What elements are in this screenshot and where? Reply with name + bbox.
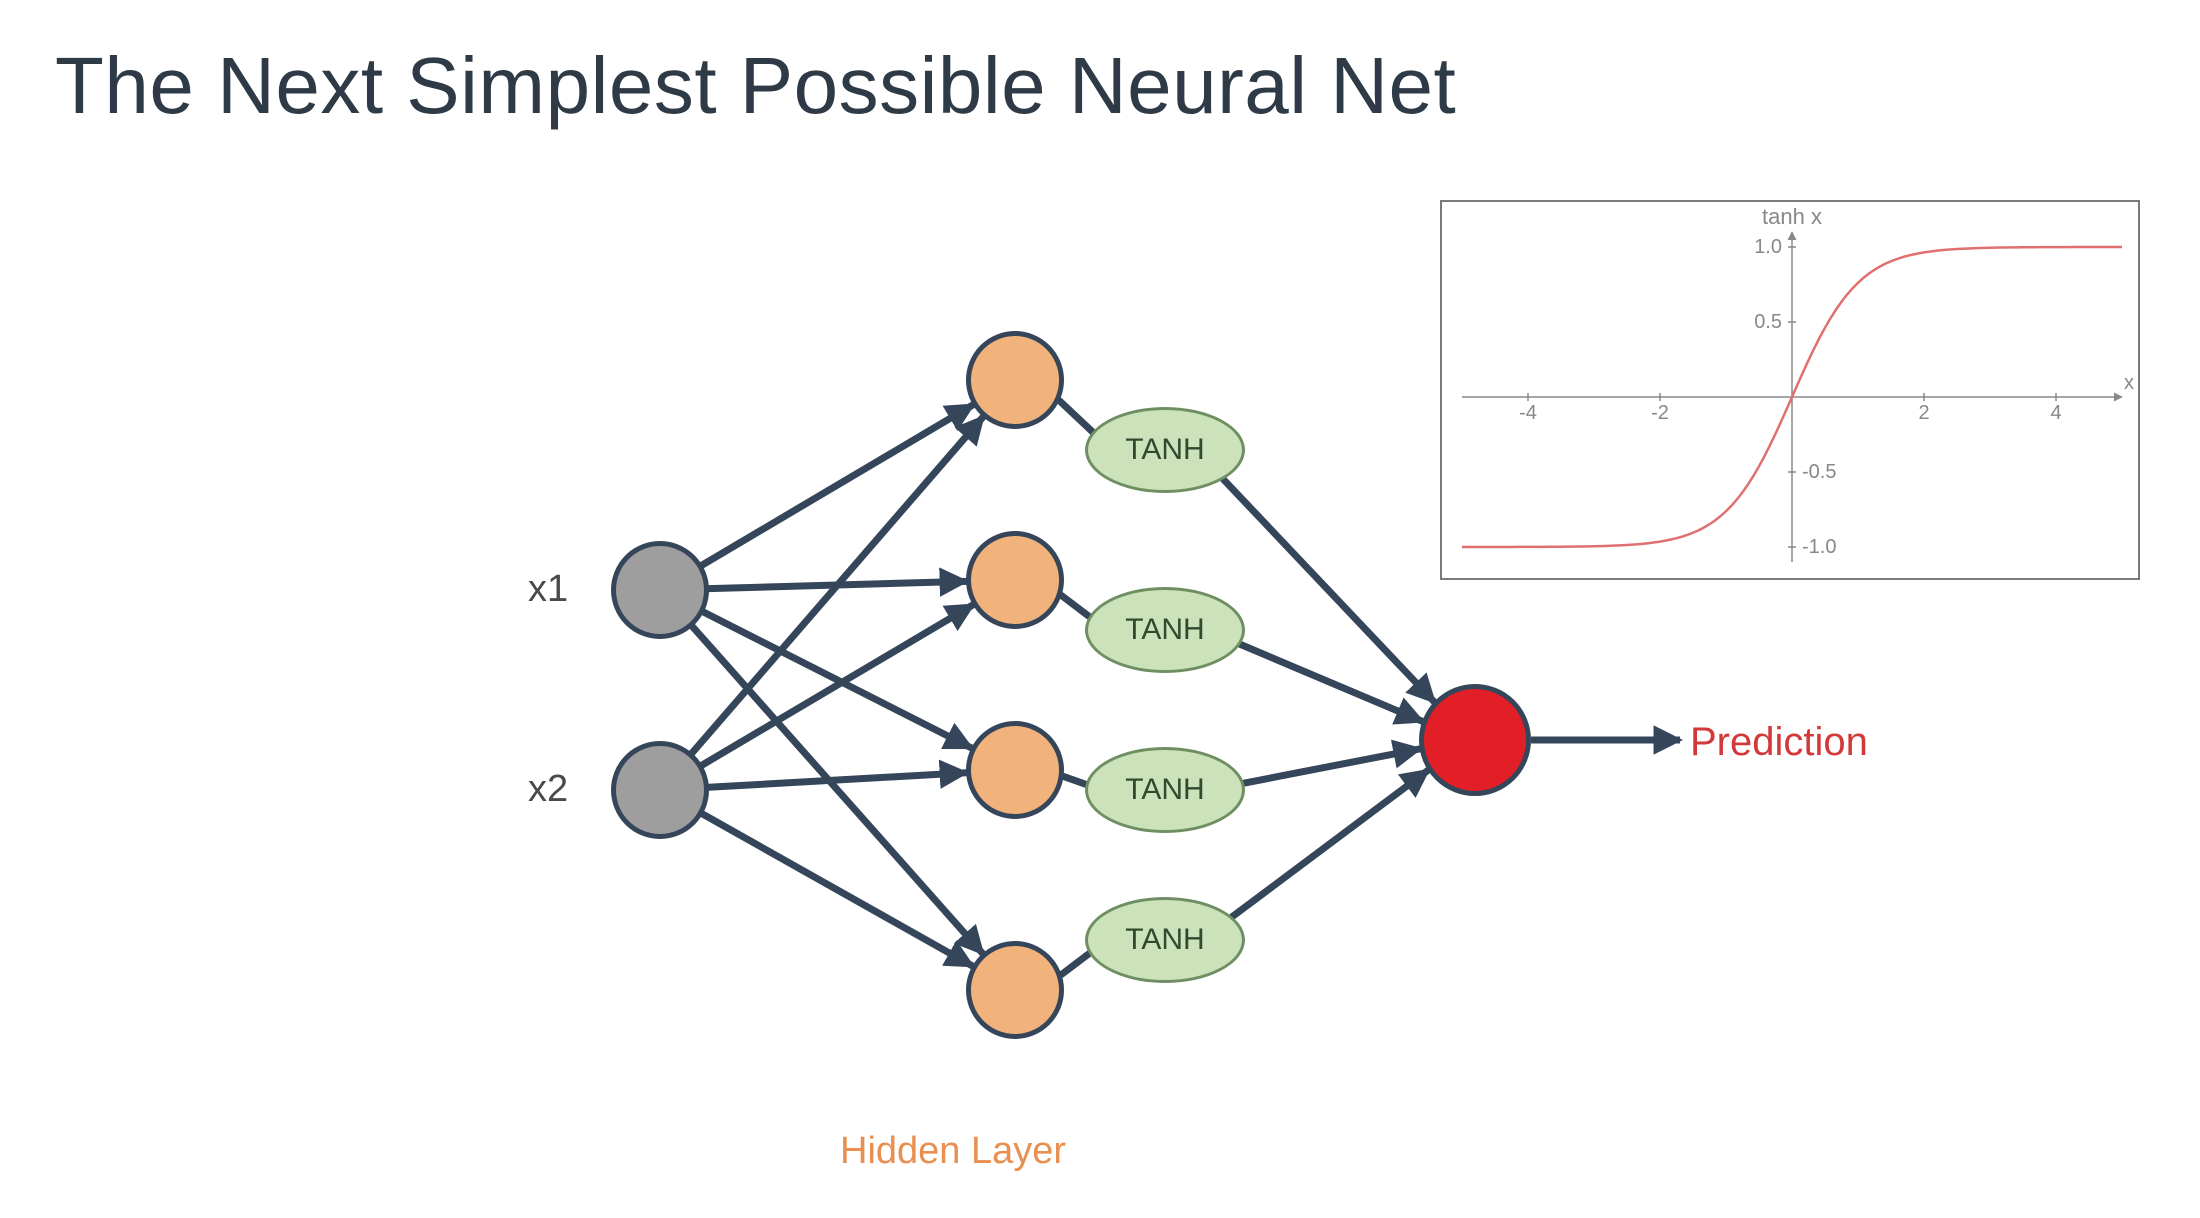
hidden-node-3 bbox=[966, 721, 1064, 819]
tanh-activation-1: TANH bbox=[1085, 407, 1245, 493]
input-label-x2: x2 bbox=[528, 768, 568, 811]
svg-text:-2: -2 bbox=[1651, 402, 1669, 424]
svg-text:1.0: 1.0 bbox=[1754, 236, 1782, 258]
input-node-x2 bbox=[611, 741, 709, 839]
page-title: The Next Simplest Possible Neural Net bbox=[55, 40, 1456, 132]
hidden-node-4 bbox=[966, 941, 1064, 1039]
svg-text:-4: -4 bbox=[1519, 402, 1537, 424]
output-node bbox=[1419, 684, 1531, 796]
svg-text:0.5: 0.5 bbox=[1754, 311, 1782, 333]
input-node-x1 bbox=[611, 541, 709, 639]
tanh-activation-3: TANH bbox=[1085, 747, 1245, 833]
svg-text:-1.0: -1.0 bbox=[1802, 536, 1836, 558]
tanh-label: TANH bbox=[1125, 613, 1204, 647]
tanh-activation-2: TANH bbox=[1085, 587, 1245, 673]
tanh-plot-title: tanh x bbox=[1762, 204, 1822, 229]
svg-text:x: x bbox=[2124, 372, 2134, 394]
svg-text:2: 2 bbox=[1918, 402, 1929, 424]
hidden-layer-label: Hidden Layer bbox=[840, 1130, 1066, 1173]
tanh-label: TANH bbox=[1125, 433, 1204, 467]
tanh-label: TANH bbox=[1125, 773, 1204, 807]
prediction-label: Prediction bbox=[1690, 720, 1868, 765]
svg-text:-0.5: -0.5 bbox=[1802, 461, 1836, 483]
tanh-plot-svg: -4 -2 2 4 -1.0 -0.5 0.5 1.0 tanh x x bbox=[1442, 202, 2142, 582]
tanh-activation-4: TANH bbox=[1085, 897, 1245, 983]
input-label-x1: x1 bbox=[528, 568, 568, 611]
svg-text:4: 4 bbox=[2050, 402, 2061, 424]
tanh-plot: -4 -2 2 4 -1.0 -0.5 0.5 1.0 tanh x x bbox=[1440, 200, 2140, 580]
hidden-node-1 bbox=[966, 331, 1064, 429]
tanh-label: TANH bbox=[1125, 923, 1204, 957]
hidden-node-2 bbox=[966, 531, 1064, 629]
